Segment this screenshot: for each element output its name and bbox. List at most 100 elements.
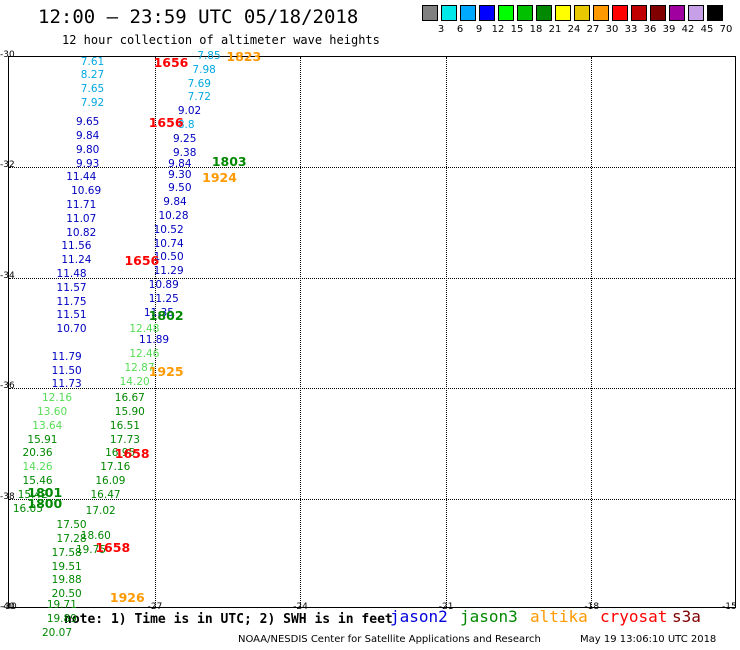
wave-height-value: 9.80	[75, 143, 100, 156]
wave-height-value: 11.71	[66, 199, 97, 212]
map-title: 12:00 – 23:59 UTC 05/18/2018	[38, 6, 359, 28]
satellite-altika: altika	[530, 607, 588, 626]
wave-height-value: 10.52	[153, 223, 184, 236]
meridian-gridline	[445, 57, 447, 607]
wave-height-value: 18.60	[80, 530, 111, 543]
pass-time-label: 1823	[226, 49, 262, 64]
pass-time-label: 1656	[124, 253, 160, 269]
wave-height-value: 17.02	[85, 505, 116, 518]
pass-time-label: 1802	[148, 308, 184, 324]
legend-level-label: 42	[681, 24, 695, 35]
wave-height-value: 9.38	[173, 146, 197, 159]
map-subtitle: 12 hour collection of altimeter wave hei…	[62, 33, 380, 47]
legend-swatch-9	[460, 5, 476, 21]
legend-level-label: 15	[510, 24, 524, 35]
latitude-tick-label: -40	[0, 602, 15, 612]
pass-time-label: 1801	[27, 485, 63, 501]
legend-units: (ft)	[732, 24, 740, 35]
wave-height-value: 15.42	[17, 488, 48, 501]
legend-level-label: 18	[529, 24, 543, 35]
pass-time-label: 1656	[148, 115, 184, 131]
wave-height-value: 11.51	[56, 309, 87, 322]
wave-height-value: 11.89	[139, 334, 170, 347]
wave-height-value: 9.30	[168, 168, 192, 181]
legend-level-label: 27	[586, 24, 600, 35]
wave-height-value: 7.69	[187, 77, 211, 90]
legend-swatch-33	[612, 5, 628, 21]
wave-height-value: 16.51	[109, 419, 140, 432]
meridian-gridline	[154, 57, 156, 607]
pass-time-label: 1658	[95, 540, 131, 556]
wave-height-value: 9.02	[177, 105, 202, 118]
wave-height-value: 13.64	[32, 419, 63, 432]
latitude-tick-label: -30	[0, 50, 15, 60]
wave-height-value: 10.89	[148, 279, 179, 292]
legend-swatch-15	[498, 5, 514, 21]
pass-time-label: 1800	[27, 496, 63, 512]
wave-height-value: 7.85	[197, 50, 221, 62]
wave-height-value: 11.24	[61, 254, 92, 267]
legend-level-label: 30	[605, 24, 619, 35]
longitude-tick-label: -21	[438, 602, 454, 612]
wave-height-value: 12.87	[124, 361, 155, 374]
wave-height-value: 20.50	[51, 588, 82, 601]
legend-level-label: 6	[456, 24, 464, 35]
wave-height-value: 16.95	[105, 447, 136, 460]
wave-height-value: 12.46	[129, 348, 160, 361]
wave-height-value: 11.56	[61, 240, 92, 253]
satellite-jason3: jason3	[460, 607, 518, 626]
wave-height-value: 19.75	[75, 544, 106, 557]
parallel-gridline	[9, 277, 735, 279]
legend-swatch-45	[688, 5, 704, 21]
parallel-gridline	[9, 388, 735, 390]
wave-height-value: 17.58	[51, 546, 82, 559]
wave-height-value: 19.71	[46, 599, 77, 612]
satellite-cryosat: cryosat	[600, 607, 668, 626]
legend-swatch-70	[707, 5, 723, 21]
legend-level-label: 24	[567, 24, 581, 35]
wave-height-value: 7.65	[80, 83, 105, 96]
legend-swatch-12	[479, 5, 495, 21]
wave-height-value: 8.8	[177, 119, 195, 131]
wave-height-value: 20.36	[22, 447, 53, 460]
wave-height-value: 11.75	[56, 295, 87, 308]
wave-height-value: 11.73	[51, 378, 82, 391]
wave-height-value: 10.50	[153, 251, 184, 264]
wave-height-value: 12.48	[129, 323, 160, 336]
meridian-gridline	[591, 57, 593, 607]
pass-time-label: 1656	[153, 54, 189, 70]
satellite-jason2: jason2	[390, 607, 448, 626]
wave-height-value: 16.05	[12, 502, 43, 515]
wave-height-value: 17.73	[109, 433, 140, 446]
wave-height-value: 12.16	[41, 392, 73, 405]
wave-height-value: 11.25	[148, 292, 179, 305]
satellite-s3a: s3a	[672, 607, 701, 626]
wave-height-value: 19.51	[51, 560, 82, 573]
longitude-tick-label: -24	[293, 602, 308, 612]
wave-height-value: 14.20	[119, 375, 150, 388]
wave-height-value: 9.25	[173, 132, 197, 145]
wave-height-value: 9.84	[168, 157, 192, 170]
legend-level-label: 45	[700, 24, 714, 35]
pass-time-label: 1924	[202, 170, 237, 186]
wave-height-value: 10.82	[66, 226, 97, 239]
longitude-tick-label: -15	[722, 602, 737, 612]
legend-swatch-24	[555, 5, 571, 21]
legend-swatch-42	[669, 5, 685, 21]
pass-time-label: 1925	[148, 363, 184, 379]
wave-height-value: 11.50	[51, 364, 82, 377]
legend-level-label: 3	[437, 24, 445, 35]
wave-height-value: 11.35	[143, 306, 174, 319]
wave-height-value: 9.93	[75, 157, 100, 170]
wave-height-value: 11.48	[56, 268, 87, 281]
wave-height-value: 15.91	[27, 433, 58, 446]
wave-height-value: 9.84	[75, 130, 100, 143]
wave-height-value: 7.98	[192, 63, 216, 76]
legend-swatch-6	[441, 5, 457, 21]
longitude-tick-label: -18	[584, 602, 600, 612]
wave-height-value: 17.16	[100, 461, 131, 474]
wave-height-value: 9.84	[163, 196, 187, 209]
longitude-tick-label: -27	[147, 602, 163, 612]
meridian-gridline	[300, 57, 302, 607]
latitude-tick-label: -34	[0, 270, 15, 281]
